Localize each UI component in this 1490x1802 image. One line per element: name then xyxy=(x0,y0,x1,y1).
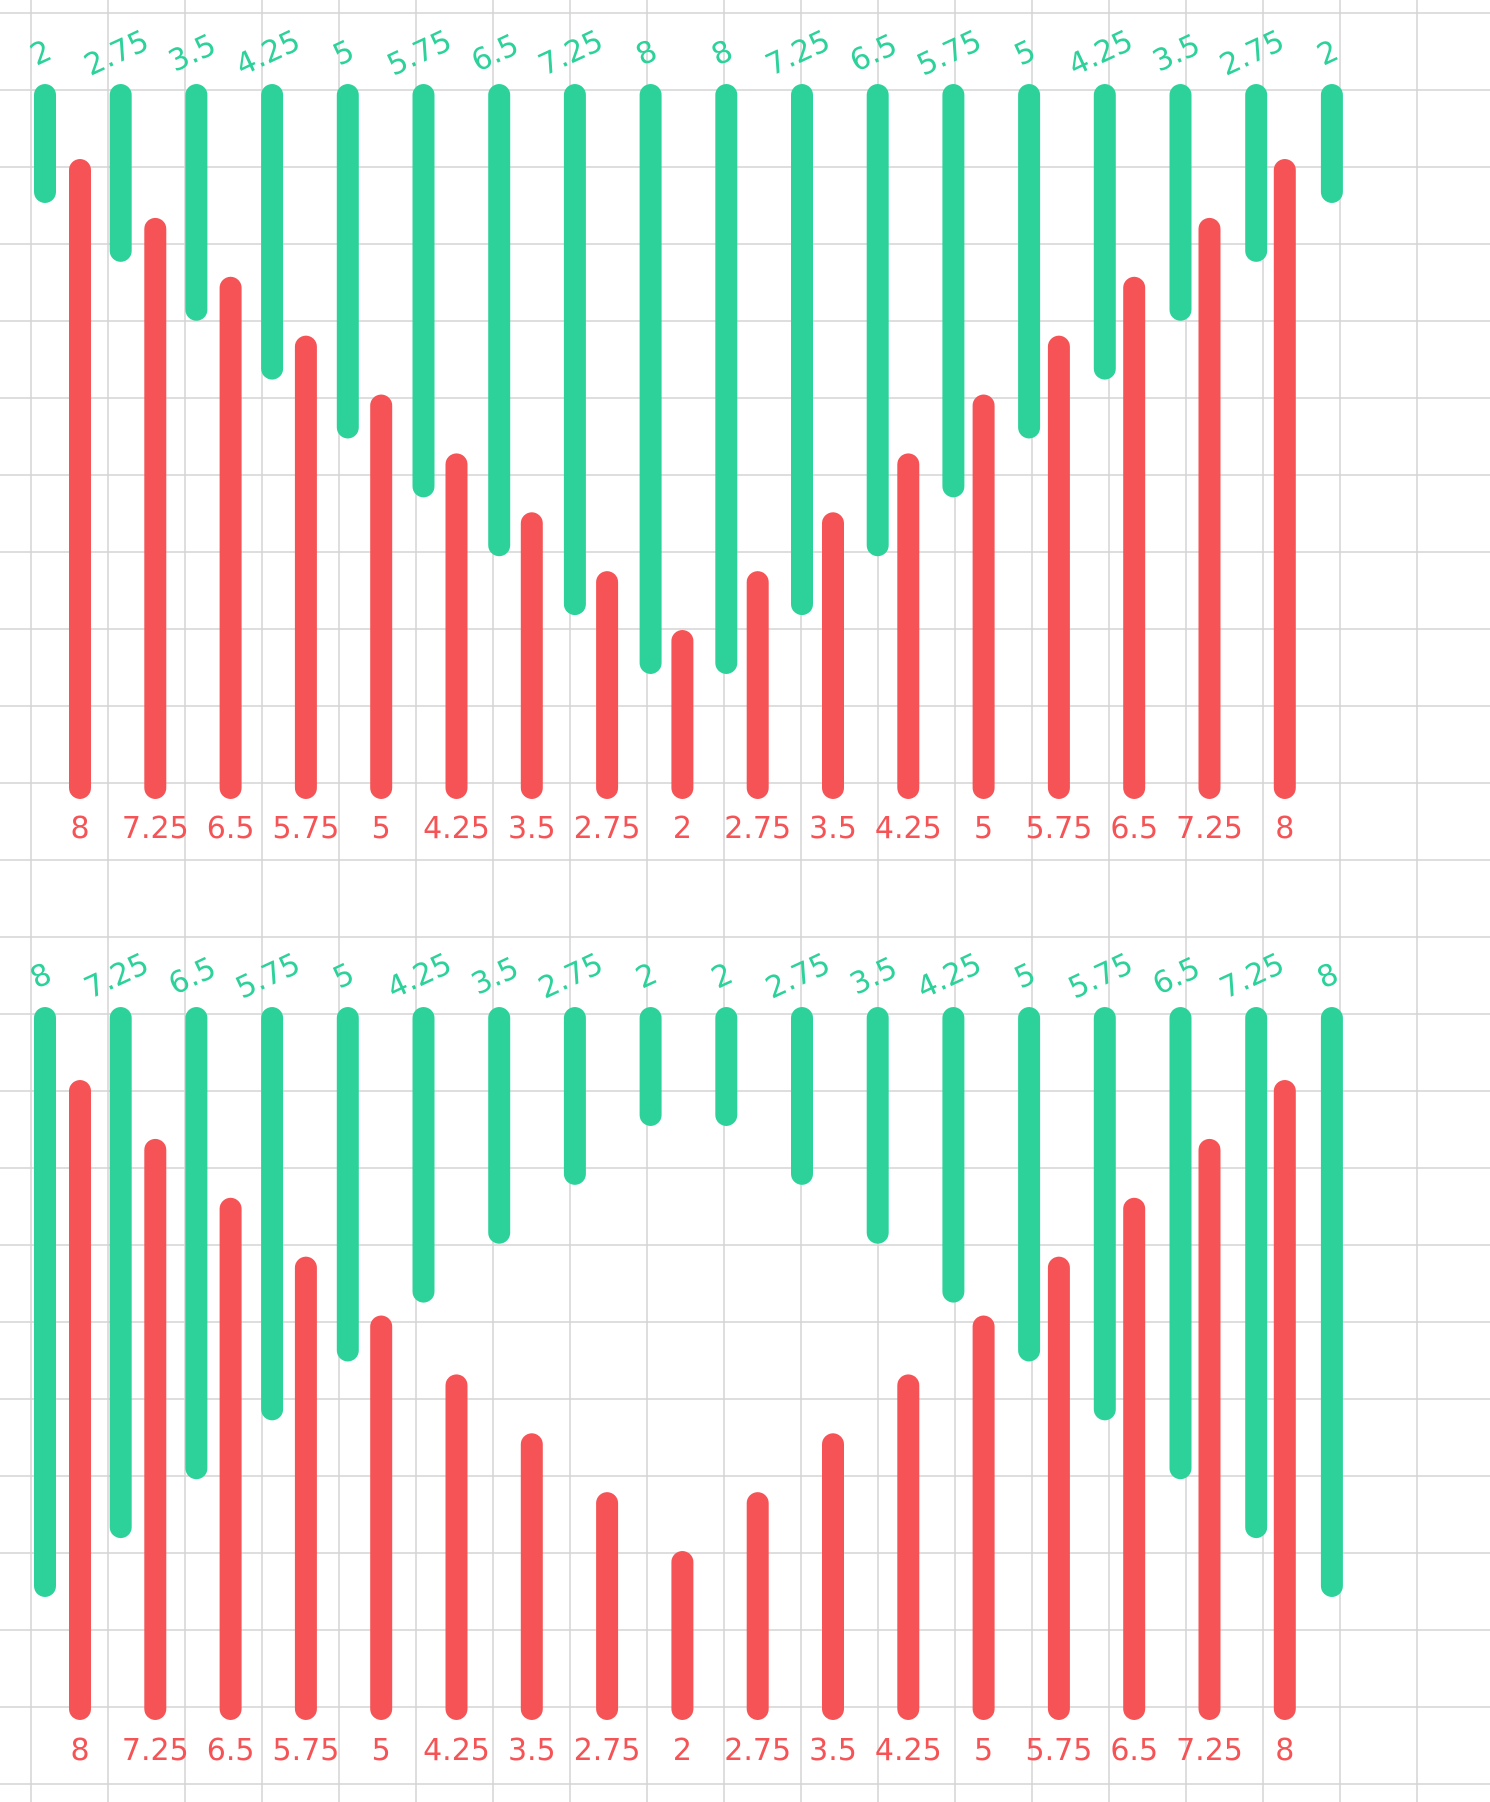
red-bar-label: 2.75 xyxy=(724,811,791,846)
red-bar-label: 5.75 xyxy=(1026,811,1093,846)
green-bar-label: 6.5 xyxy=(845,27,903,79)
red-bar-label: 6.5 xyxy=(1110,811,1158,846)
red-bar-label: 6.5 xyxy=(207,1733,255,1768)
green-bar-label: 3.5 xyxy=(466,950,524,1002)
green-bar-label: 6.5 xyxy=(466,27,524,79)
green-bar-label: 4.25 xyxy=(230,23,305,83)
red-bar-label: 2.75 xyxy=(574,811,641,846)
red-bar-label: 5 xyxy=(372,1733,391,1768)
red-bar-label: 4.25 xyxy=(875,811,942,846)
chart-panel-top: 2 2.75 3.5 4.25 5 5.75 6.5 7.25 8 8 7.25 6.5 5.75 5 4.… xyxy=(25,23,1344,846)
red-bar-label: 5 xyxy=(974,1733,993,1768)
green-bar-label: 6.5 xyxy=(1147,950,1205,1002)
green-bar-label: 2.75 xyxy=(533,946,608,1006)
red-bar-label: 5 xyxy=(974,811,993,846)
red-bar-label: 6.5 xyxy=(1110,1733,1158,1768)
green-bar-label: 2.75 xyxy=(79,23,154,83)
green-bar-label: 2 xyxy=(25,33,57,73)
red-bar-label: 8 xyxy=(1275,1733,1294,1768)
green-bar-label: 8 xyxy=(706,33,738,73)
red-bar-label: 6.5 xyxy=(207,811,255,846)
red-bar-label: 8 xyxy=(1275,811,1294,846)
red-bar-label: 7.25 xyxy=(1176,1733,1243,1768)
red-bar-label: 2.75 xyxy=(574,1733,641,1768)
red-bar-label: 4.25 xyxy=(423,811,490,846)
red-bar-label: 4.25 xyxy=(423,1733,490,1768)
green-bar-label: 8 xyxy=(25,956,57,996)
red-bar-label: 5.75 xyxy=(1026,1733,1093,1768)
green-bar-label: 7.25 xyxy=(1215,946,1290,1006)
red-bar-label: 2.75 xyxy=(724,1733,791,1768)
red-bar-label: 3.5 xyxy=(508,811,556,846)
red-bar-label: 5.75 xyxy=(273,1733,340,1768)
green-bar-label: 6.5 xyxy=(163,950,221,1002)
green-bar-label: 5 xyxy=(1009,956,1041,996)
green-bar-label: 3.5 xyxy=(163,27,221,79)
green-bar-label: 4.25 xyxy=(1063,23,1138,83)
red-bar-label: 3.5 xyxy=(508,1733,556,1768)
green-bar-label: 5.75 xyxy=(230,946,305,1006)
green-bar-label: 2 xyxy=(631,956,663,996)
green-bar-label: 8 xyxy=(631,33,663,73)
chart-panel-bottom: 8 7.25 6.5 5.75 5 4.25 3.5 2.75 2 2 2.75 3.5 4.25 5 5.… xyxy=(25,946,1344,1768)
green-bar-label: 2 xyxy=(706,956,738,996)
green-bar-label: 7.25 xyxy=(760,23,835,83)
red-bar-label: 7.25 xyxy=(122,1733,189,1768)
green-bar-label: 5.75 xyxy=(1063,946,1138,1006)
green-bar-label: 3.5 xyxy=(845,950,903,1002)
green-bar-label: 7.25 xyxy=(533,23,608,83)
green-bar-label: 8 xyxy=(1312,956,1344,996)
red-bar-label: 4.25 xyxy=(875,1733,942,1768)
green-bar-label: 5 xyxy=(328,956,360,996)
green-bar-label: 7.25 xyxy=(79,946,154,1006)
green-bar-label: 4.25 xyxy=(912,946,987,1006)
red-bar-label: 2 xyxy=(673,811,692,846)
green-bar-label: 2.75 xyxy=(1215,23,1290,83)
red-bar-label: 5 xyxy=(372,811,391,846)
red-bar-label: 3.5 xyxy=(809,1733,857,1768)
green-bar-label: 2 xyxy=(1312,33,1344,73)
red-bar-label: 7.25 xyxy=(1176,811,1243,846)
red-bar-label: 7.25 xyxy=(122,811,189,846)
red-bar-label: 3.5 xyxy=(809,811,857,846)
green-bar-label: 5.75 xyxy=(912,23,987,83)
green-bar-label: 5 xyxy=(328,33,360,73)
green-bar-label: 3.5 xyxy=(1147,27,1205,79)
red-bar-label: 2 xyxy=(673,1733,692,1768)
green-bar-label: 2.75 xyxy=(760,946,835,1006)
red-bar-label: 8 xyxy=(70,811,89,846)
red-bar-label: 5.75 xyxy=(273,811,340,846)
green-bar-label: 5 xyxy=(1009,33,1041,73)
green-bar-label: 5.75 xyxy=(382,23,457,83)
green-bar-label: 4.25 xyxy=(382,946,457,1006)
red-bar-label: 8 xyxy=(70,1733,89,1768)
